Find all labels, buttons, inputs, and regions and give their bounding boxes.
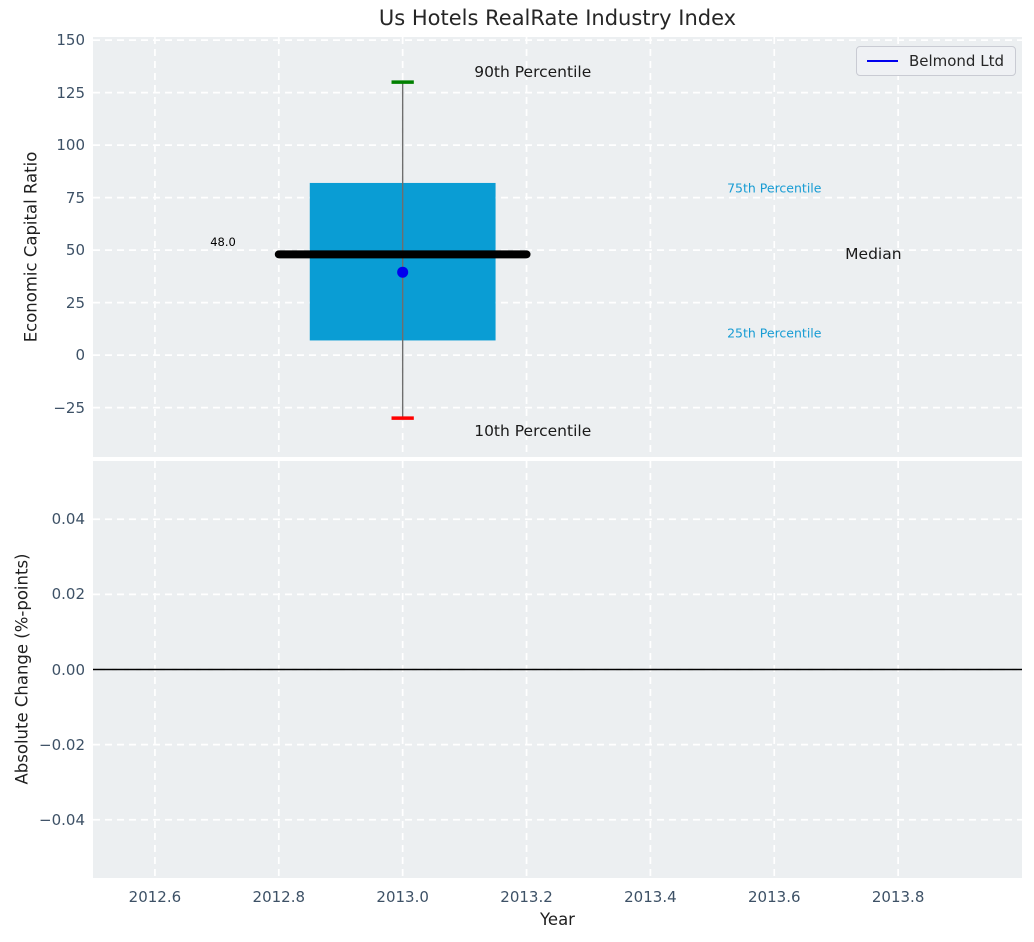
- annotation-48-0: 48.0: [210, 234, 236, 249]
- chart-title: Us Hotels RealRate Industry Index: [378, 6, 737, 30]
- annotation-75th-percentile: 75th Percentile: [727, 180, 822, 196]
- annotation-median: Median: [845, 245, 902, 264]
- x-tick-label: 2013.6: [748, 888, 801, 906]
- x-tick-label: 2013.0: [376, 888, 429, 906]
- annotation-10th-percentile: 10th Percentile: [474, 421, 592, 440]
- x-tick-label: 2012.6: [128, 888, 182, 906]
- legend-line-sample: [866, 60, 898, 62]
- y-tick-label: 150: [56, 31, 85, 50]
- top-plot-svg: [93, 37, 1022, 457]
- belmond-ltd-point: [397, 266, 409, 278]
- y-tick-label: 0.04: [51, 510, 85, 529]
- y-tick-label: 0.02: [51, 585, 85, 604]
- y-tick-label: −25: [53, 398, 85, 417]
- x-axis-label: Year: [540, 910, 575, 929]
- annotation-90th-percentile: 90th Percentile: [474, 62, 592, 81]
- annotation-25th-percentile: 25th Percentile: [727, 325, 822, 341]
- legend: Belmond Ltd: [855, 46, 1016, 76]
- y-tick-label: 50: [65, 241, 85, 260]
- x-tick-label: 2013.2: [500, 888, 553, 906]
- y-tick-label: 25: [65, 293, 85, 312]
- y-tick-label: −0.02: [39, 735, 85, 754]
- y-tick-label: 0.00: [51, 660, 85, 679]
- y-tick-label: 0: [75, 346, 85, 365]
- x-tick-label: 2013.4: [624, 888, 677, 906]
- top-plot-area: Belmond Ltd 90th Percentile 75th Percenti…: [93, 37, 1022, 457]
- bottom-plot-svg: [93, 461, 1022, 878]
- top-y-axis-label: Economic Capital Ratio: [21, 151, 41, 343]
- x-tick-label: 2013.8: [871, 888, 925, 906]
- legend-label: Belmond Ltd: [908, 52, 1004, 70]
- y-tick-label: −0.04: [39, 810, 85, 829]
- y-tick-label: 75: [65, 188, 85, 207]
- bottom-y-axis-label: Absolute Change (%-points): [12, 553, 32, 785]
- x-tick-label: 2012.8: [252, 888, 306, 906]
- bottom-plot-area: [93, 461, 1022, 878]
- y-tick-label: 125: [56, 83, 85, 102]
- y-tick-label: 100: [56, 136, 85, 155]
